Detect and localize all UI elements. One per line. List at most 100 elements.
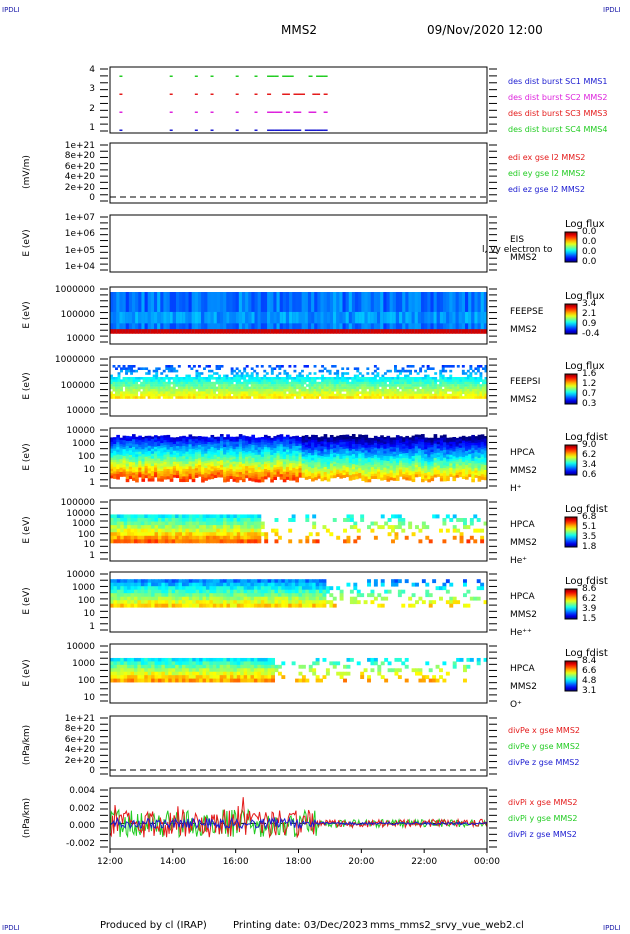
heat-cell bbox=[219, 469, 224, 473]
heat-cell bbox=[200, 377, 204, 380]
heat-cell bbox=[305, 535, 310, 540]
heat-cell bbox=[461, 365, 465, 368]
heat-cell bbox=[345, 441, 350, 445]
heat-cell bbox=[471, 384, 475, 387]
heat-cell bbox=[240, 525, 245, 530]
heat-cell bbox=[157, 589, 162, 594]
heat-cell bbox=[279, 449, 284, 453]
heat-cell bbox=[163, 471, 168, 475]
heat-cell bbox=[368, 381, 372, 385]
heat-cell bbox=[147, 600, 152, 605]
heat-cell bbox=[480, 446, 485, 450]
heat-cell bbox=[358, 377, 362, 380]
heat-cell bbox=[276, 462, 281, 466]
heat-cell bbox=[414, 311, 419, 324]
heat-cell bbox=[197, 386, 201, 390]
heat-cell bbox=[480, 329, 485, 334]
heat-cell bbox=[145, 384, 149, 387]
heat-cell bbox=[144, 596, 149, 601]
heat-cell bbox=[388, 386, 392, 390]
heat-cell bbox=[116, 439, 120, 443]
heat-cell bbox=[122, 379, 126, 382]
heat-cell bbox=[151, 603, 156, 608]
heat-cell bbox=[471, 311, 475, 324]
heat-cell bbox=[351, 474, 356, 478]
heat-cell bbox=[409, 365, 412, 368]
heat-cell bbox=[254, 467, 259, 471]
heat-cell bbox=[220, 384, 224, 387]
heat-cell bbox=[285, 396, 289, 399]
heat-cell bbox=[240, 517, 245, 522]
heat-cell bbox=[405, 465, 409, 469]
heat-cell bbox=[131, 454, 136, 458]
heat-cell bbox=[358, 434, 362, 438]
heat-cell bbox=[210, 451, 215, 455]
heat-cell bbox=[288, 381, 292, 385]
heat-cell bbox=[133, 521, 138, 526]
heat-cell bbox=[421, 457, 425, 462]
heat-cell bbox=[394, 514, 399, 519]
heat-cell bbox=[172, 386, 176, 390]
heat-cell bbox=[383, 477, 387, 481]
heat-cell bbox=[270, 329, 274, 334]
heat-cell bbox=[207, 465, 212, 468]
heat-cell bbox=[195, 521, 200, 526]
heat-cell bbox=[257, 476, 262, 481]
heat-cell bbox=[254, 474, 259, 478]
heat-cell bbox=[314, 474, 318, 478]
heat-cell bbox=[318, 386, 322, 390]
heat-cell bbox=[367, 457, 372, 461]
heat-cell bbox=[301, 470, 306, 474]
heat-cell bbox=[157, 466, 161, 470]
heat-cell bbox=[458, 329, 463, 334]
heat-cell bbox=[175, 391, 179, 394]
heat-cell bbox=[232, 459, 237, 463]
heat-cell bbox=[260, 476, 265, 480]
heat-cell bbox=[446, 470, 450, 474]
heat-cell bbox=[458, 465, 463, 469]
heat-cell bbox=[285, 437, 290, 441]
heat-cell bbox=[263, 469, 268, 473]
heat-cell bbox=[216, 311, 221, 324]
heat-cell bbox=[381, 384, 385, 387]
heat-cell bbox=[480, 454, 485, 458]
heat-cell bbox=[338, 396, 342, 399]
heat-cell bbox=[471, 473, 475, 478]
colorbar-feepsi bbox=[564, 373, 578, 405]
heat-cell bbox=[404, 391, 407, 394]
heat-cell bbox=[267, 458, 271, 462]
heat-cell bbox=[210, 476, 215, 480]
heat-cell bbox=[376, 367, 380, 370]
heat-cell bbox=[461, 473, 466, 477]
burst-mark bbox=[323, 129, 328, 131]
heat-cell bbox=[250, 391, 254, 394]
heat-cell bbox=[443, 473, 447, 477]
heat-cell bbox=[471, 471, 475, 475]
heat-cell bbox=[144, 442, 149, 446]
heat-cell bbox=[260, 329, 265, 334]
heat-cell bbox=[161, 603, 166, 608]
heat-cell bbox=[202, 389, 206, 392]
heat-cell bbox=[326, 391, 330, 394]
heat-cell bbox=[443, 437, 447, 441]
heat-cell bbox=[241, 455, 246, 460]
heat-cell bbox=[370, 455, 375, 459]
heat-cell bbox=[361, 447, 365, 451]
heat-cell bbox=[289, 463, 293, 467]
heat-cell bbox=[289, 436, 293, 440]
heat-cell bbox=[190, 381, 194, 385]
heat-cell bbox=[178, 532, 183, 537]
heat-cell bbox=[200, 396, 204, 399]
heat-cell bbox=[226, 460, 230, 464]
heat-cell bbox=[471, 434, 475, 439]
heat-cell bbox=[164, 535, 169, 540]
heat-cell bbox=[192, 379, 196, 382]
heat-cell bbox=[373, 445, 378, 449]
heat-cell bbox=[110, 393, 113, 397]
heat-cell bbox=[205, 365, 209, 368]
heat-cell bbox=[147, 465, 152, 469]
heat-cell bbox=[416, 386, 420, 390]
heat-cell bbox=[326, 466, 331, 470]
heat-cell bbox=[421, 525, 426, 530]
heat-cell bbox=[172, 444, 177, 447]
